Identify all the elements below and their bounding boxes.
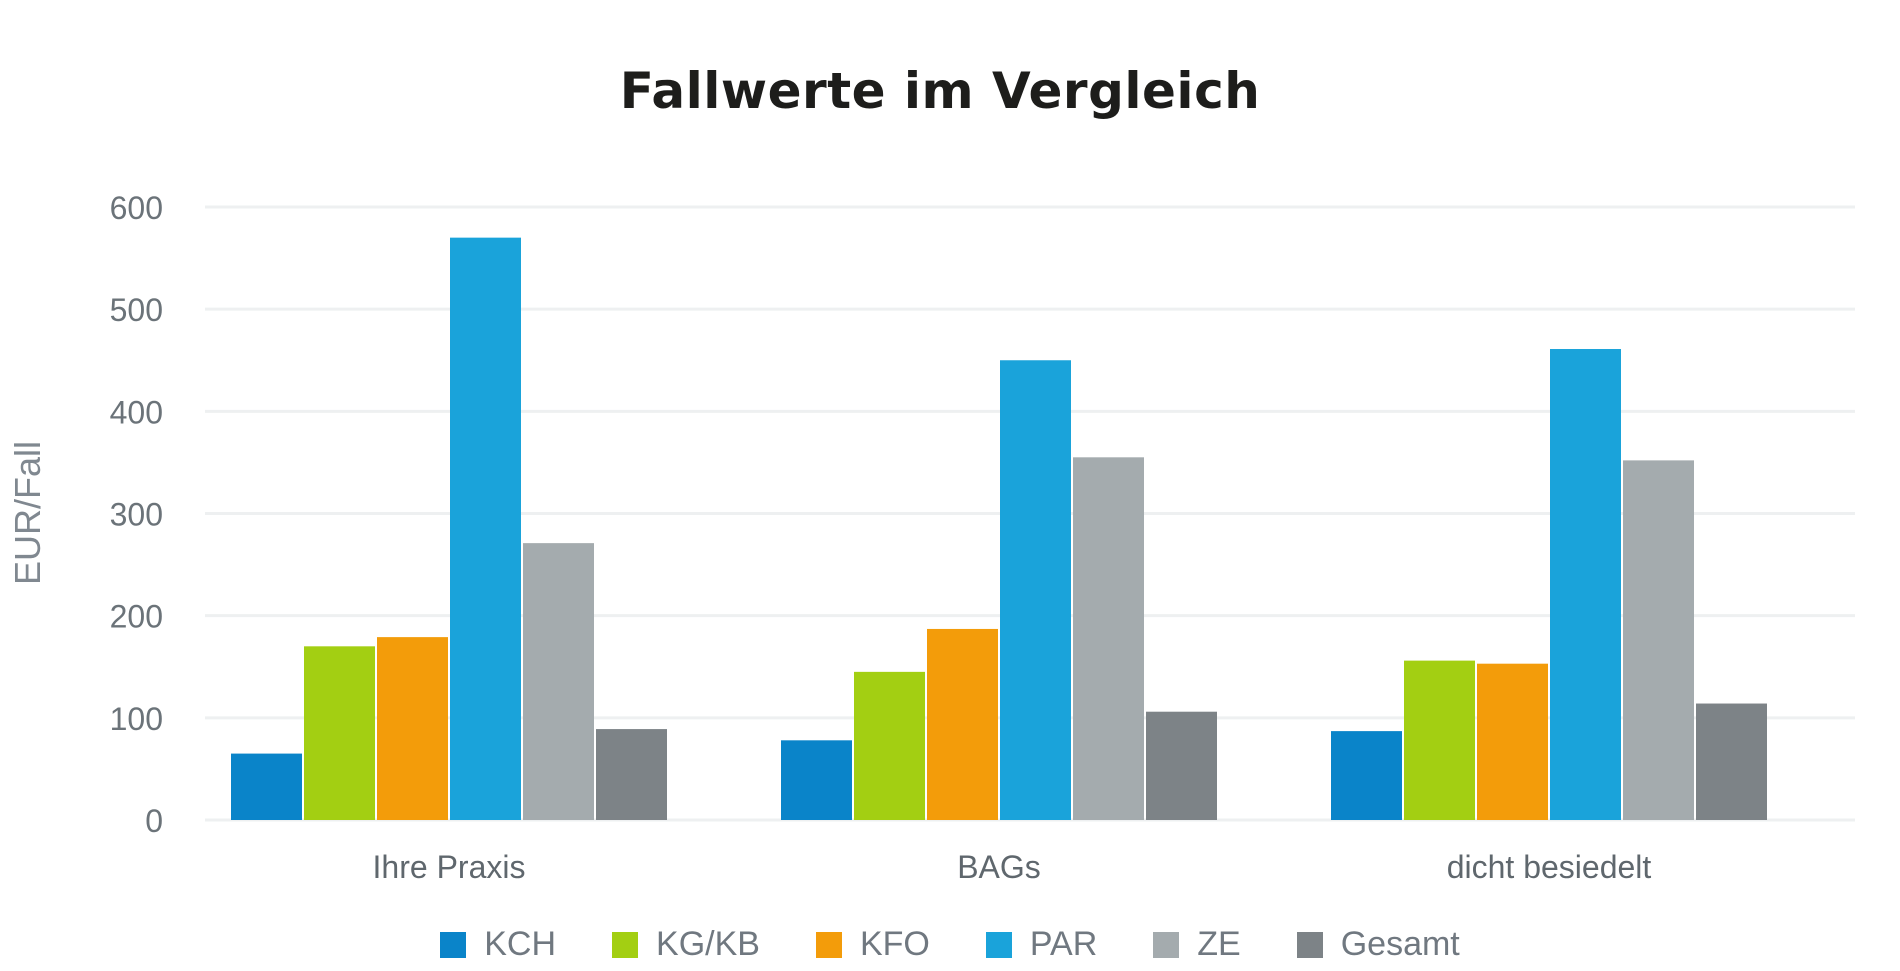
legend-swatch xyxy=(985,931,1012,958)
legend-item: ZE xyxy=(1153,925,1241,964)
y-tick-label: 300 xyxy=(110,497,163,533)
legend-label: PAR xyxy=(1029,925,1098,963)
bar-ze-0 xyxy=(523,543,594,820)
legend-label: KFO xyxy=(859,925,930,963)
legend-swatch xyxy=(612,931,639,958)
legend-item: PAR xyxy=(985,925,1098,964)
bar-gesamt-0 xyxy=(596,729,667,820)
bar-gesamt-1 xyxy=(1146,711,1217,820)
legend-item: KFO xyxy=(815,925,930,964)
bar-kg-kb-1 xyxy=(854,671,925,820)
legend-swatch xyxy=(815,931,842,958)
y-tick-label: 500 xyxy=(110,292,163,328)
chart-legend: KCH KG/KB KFO PAR ZE Gesamt xyxy=(0,925,1900,964)
legend-label: KG/KB xyxy=(656,925,760,963)
bar-kfo-1 xyxy=(927,628,998,820)
bar-kfo-2 xyxy=(1477,663,1548,820)
chart-title: Fallwerte im Vergleich xyxy=(619,62,1261,120)
legend-swatch xyxy=(440,931,467,958)
y-tick-label: 400 xyxy=(110,394,163,430)
legend-swatch xyxy=(1153,931,1180,958)
bar-par-0 xyxy=(450,237,521,820)
legend-label: Gesamt xyxy=(1340,925,1460,963)
y-tick-label: 200 xyxy=(110,599,163,635)
bar-kch-2 xyxy=(1331,731,1402,820)
bar-kg-kb-2 xyxy=(1404,660,1475,820)
bar-gesamt-2 xyxy=(1696,703,1767,820)
legend-label: ZE xyxy=(1197,925,1241,963)
y-tick-label: 100 xyxy=(110,701,163,737)
y-tick-label: 0 xyxy=(145,803,163,839)
bar-kch-0 xyxy=(231,753,302,820)
bar-kch-1 xyxy=(781,740,852,820)
bar-kg-kb-0 xyxy=(304,646,375,820)
bar-ze-1 xyxy=(1073,457,1144,820)
bar-kfo-0 xyxy=(377,637,448,820)
legend-item: Gesamt xyxy=(1296,925,1460,964)
x-tick-label: Ihre Praxis xyxy=(373,849,526,885)
bar-chart-plot: 0 100 200 300 400 500 600 Ihre Praxis BAGs dicht … xyxy=(110,190,1855,885)
x-tick-label: dicht besiedelt xyxy=(1447,849,1652,885)
y-tick-label: 600 xyxy=(110,190,163,226)
legend-swatch xyxy=(1296,931,1323,958)
legend-item: KG/KB xyxy=(612,925,760,964)
x-tick-label: BAGs xyxy=(957,849,1041,885)
bar-ze-2 xyxy=(1623,460,1694,820)
bar-par-1 xyxy=(1000,360,1071,820)
legend-label: KCH xyxy=(484,925,557,963)
bar-par-2 xyxy=(1550,349,1621,820)
legend-item: KCH xyxy=(440,925,556,964)
